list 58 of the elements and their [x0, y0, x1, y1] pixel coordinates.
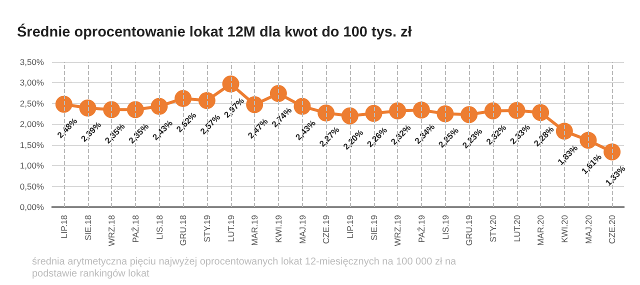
point: [222, 75, 240, 92]
y-tick-label: 2,00%: [20, 119, 44, 130]
point: [294, 98, 311, 115]
point: [103, 101, 120, 118]
chart-title: Średnie oprocentowanie lokat 12M dla kwot do 100 tys. zł: [17, 24, 412, 40]
x-tick-label: SIE.18: [82, 214, 93, 241]
point: [532, 104, 550, 122]
point: [318, 104, 335, 122]
point: [460, 106, 478, 124]
point: [484, 102, 502, 120]
point: [55, 96, 72, 113]
y-tick-label: 3,00%: [20, 78, 44, 88]
x-tick-label: LUT.20: [512, 214, 522, 242]
point: [412, 102, 430, 119]
x-tick-label: GRU.18: [178, 214, 188, 246]
x-tick-label: STY.20: [488, 214, 498, 242]
x-tick-label: LIP.18: [58, 214, 69, 238]
point: [198, 92, 216, 110]
x-tick-label: MAJ.20: [583, 214, 594, 244]
x-tick-label: WRZ.18: [106, 214, 117, 246]
x-tick-label: PAŹ.18: [130, 214, 140, 243]
y-tick-label: 1,50%: [20, 140, 44, 150]
x-tick-label: CZE.19: [321, 214, 332, 244]
point: [556, 122, 573, 140]
point: [246, 96, 264, 114]
y-tick-label: 0,00%: [20, 202, 44, 212]
point: [341, 107, 358, 124]
x-tick-label: MAJ.19: [297, 214, 308, 244]
point: [436, 105, 454, 122]
point: [580, 132, 597, 149]
point: [174, 90, 192, 107]
point: [365, 104, 382, 122]
point: [604, 143, 621, 160]
point: [150, 98, 168, 115]
x-tick-label: PAŹ.19: [416, 214, 426, 243]
y-tick-label: 3,50%: [20, 57, 44, 67]
x-tick-label: MAR.19: [250, 214, 260, 246]
point: [270, 84, 287, 102]
x-tick-label: MAR.20: [536, 214, 546, 246]
y-tick-label: 0,50%: [20, 181, 44, 192]
point: [508, 102, 526, 119]
y-tick-label: 1,00%: [20, 160, 44, 171]
x-tick-label: KWI.20: [559, 214, 570, 243]
point: [79, 99, 96, 116]
x-tick-label: LIS.18: [154, 214, 164, 240]
x-tick-label: WRZ.19: [392, 214, 403, 246]
x-tick-label: STY.19: [202, 214, 212, 242]
x-tick-label: CZE.20: [607, 214, 618, 244]
x-tick-label: LUT.19: [226, 214, 236, 242]
point: [126, 101, 144, 118]
y-tick-label: 2,50%: [20, 98, 44, 108]
x-tick-label: SIE.19: [368, 214, 379, 241]
point: [389, 102, 406, 120]
text: średnia arytmetyczna pięciu najwyżej oprocentowanych lokat 12-miesięcznych na 100 000 zł na podstawie rankingów lokat: [32, 256, 459, 280]
x-tick-label: GRU.19: [464, 214, 474, 246]
x-tick-label: KWI.19: [273, 214, 284, 243]
x-tick-label: LIS.19: [440, 214, 450, 240]
x-tick-label: LIP.19: [344, 214, 355, 238]
